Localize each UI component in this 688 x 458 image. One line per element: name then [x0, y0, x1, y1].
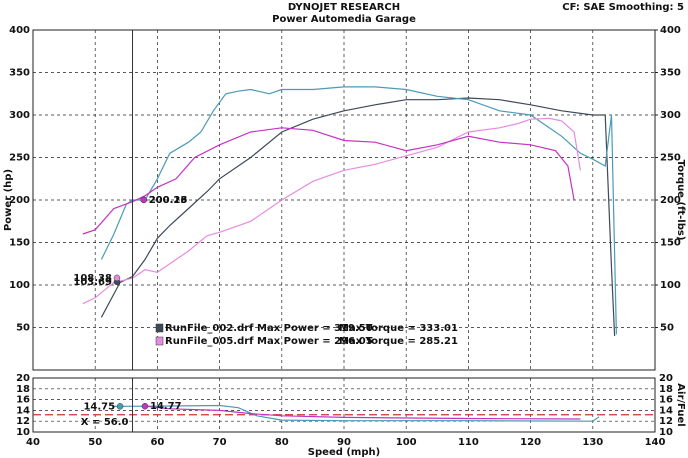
y-tick-label: 400	[9, 25, 30, 36]
readout-marker	[140, 196, 147, 204]
series-line	[82, 117, 581, 305]
y2-tick-label: 250	[660, 153, 681, 164]
legend-swatch	[155, 336, 164, 346]
x-tick-label: 130	[582, 437, 603, 448]
y-tick-label: 150	[9, 238, 30, 249]
y-tick-label-right: 20	[659, 373, 673, 384]
y-tick-label: 200	[9, 195, 30, 206]
series-line	[82, 127, 575, 235]
legend-label: Max Torque = 333.01	[339, 323, 458, 334]
y2-tick-label: 50	[660, 323, 674, 334]
x-tick-label: 100	[396, 437, 417, 448]
series-line	[144, 405, 581, 420]
legend-label: Max Torque = 285.21	[339, 336, 458, 347]
y-tick-label-right: 10	[659, 427, 673, 438]
y-axis-label: Power (hp)	[3, 169, 14, 231]
readout-label: 14.75	[83, 401, 115, 412]
y-tick-label: 300	[9, 110, 30, 121]
series-line	[100, 97, 616, 337]
x-tick-label: 60	[150, 437, 164, 448]
y2-tick-label: 100	[660, 280, 681, 291]
x-tick-label: 90	[337, 437, 351, 448]
y-tick-label: 12	[16, 416, 30, 427]
y2-tick-label: 350	[660, 68, 681, 79]
chart-subtitle: Power Automedia Garage	[272, 14, 416, 25]
y2-axis-label: Torque (ft-lbs)	[675, 160, 686, 241]
series-line	[113, 404, 600, 422]
y-tick-label-right: 16	[659, 395, 673, 406]
y2-tick-label: 150	[660, 238, 681, 249]
readout-marker	[116, 403, 124, 410]
cursor-label: X = 56.0	[81, 417, 129, 428]
readout-label: 108.38	[73, 273, 112, 284]
x-tick-label: 70	[213, 437, 227, 448]
x-tick-label: 50	[88, 437, 102, 448]
chart-title: DYNOJET RESEARCH	[288, 2, 400, 13]
y-tick-label: 50	[16, 323, 30, 334]
readout-label: 200.16	[149, 195, 188, 206]
y-tick-label: 100	[9, 280, 30, 291]
readout-marker	[113, 274, 121, 282]
y-tick-label: 250	[9, 153, 30, 164]
y-tick-label: 18	[16, 384, 30, 395]
x-tick-label: 140	[645, 437, 666, 448]
y2-tick-label: 200	[660, 195, 681, 206]
y-tick-label: 20	[16, 373, 30, 384]
readout-marker	[141, 402, 149, 410]
legend-swatch	[155, 323, 164, 333]
y-tick-label: 14	[16, 405, 30, 416]
x-tick-label: 80	[275, 437, 289, 448]
y-tick-label-right: 14	[659, 405, 673, 416]
y2-tick-label: 300	[660, 110, 681, 121]
readout-label: 14.77	[150, 401, 182, 412]
x-tick-label: 120	[520, 437, 541, 448]
y-tick-label: 10	[16, 427, 30, 438]
y-tick-label: 350	[9, 68, 30, 79]
x-tick-label: 40	[26, 437, 40, 448]
legend-label: RunFile_002.drf Max Power = 319.50	[165, 323, 373, 334]
header-note: CF: SAE Smoothing: 5	[562, 2, 684, 13]
afr-axis-label: Air/Fuel	[675, 383, 686, 426]
series-line	[100, 86, 617, 335]
x-tick-label: 110	[458, 437, 479, 448]
y-tick-label-right: 12	[659, 416, 673, 427]
legend-label: RunFile_005.drf Max Power = 296.05	[165, 336, 373, 347]
y-tick-label-right: 18	[659, 384, 673, 395]
readout-label: 103.69	[73, 277, 112, 288]
readout-label: 200.23	[149, 195, 188, 206]
x-axis-label: Speed (mph)	[308, 447, 380, 458]
y-tick-label: 16	[16, 395, 30, 406]
y2-tick-label: 400	[660, 25, 681, 36]
